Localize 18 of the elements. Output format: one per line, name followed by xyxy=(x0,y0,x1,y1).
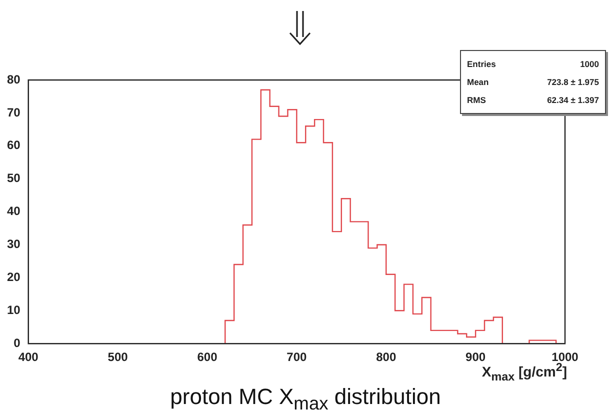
text: proton MC X$_{max}$ distribution xyxy=(169,384,442,414)
y-tick-label: 50 xyxy=(6,171,21,186)
text: Entries 1000 xyxy=(467,59,599,69)
text: RMS 62.34 ± 1.397 xyxy=(467,95,599,105)
x-tick-label: 700 xyxy=(286,350,308,364)
y-tick-label: 0 xyxy=(14,336,21,350)
y-tick-label: 70 xyxy=(6,105,21,120)
text: Mean 723.8 ± 1.975 xyxy=(467,77,599,87)
x-tick-label: 400 xyxy=(18,350,39,364)
y-tick-label: 10 xyxy=(6,302,21,317)
x-tick-label: 600 xyxy=(197,350,218,364)
y-tick-label: 20 xyxy=(6,270,21,284)
y-tick-label: 40 xyxy=(6,204,21,218)
y-tick-label: 30 xyxy=(6,237,21,252)
x-tick-label: 500 xyxy=(108,350,128,364)
x-tick-label: 800 xyxy=(376,350,396,364)
y-tick-label: 60 xyxy=(6,138,21,152)
y-tick-label: 80 xyxy=(6,72,21,86)
